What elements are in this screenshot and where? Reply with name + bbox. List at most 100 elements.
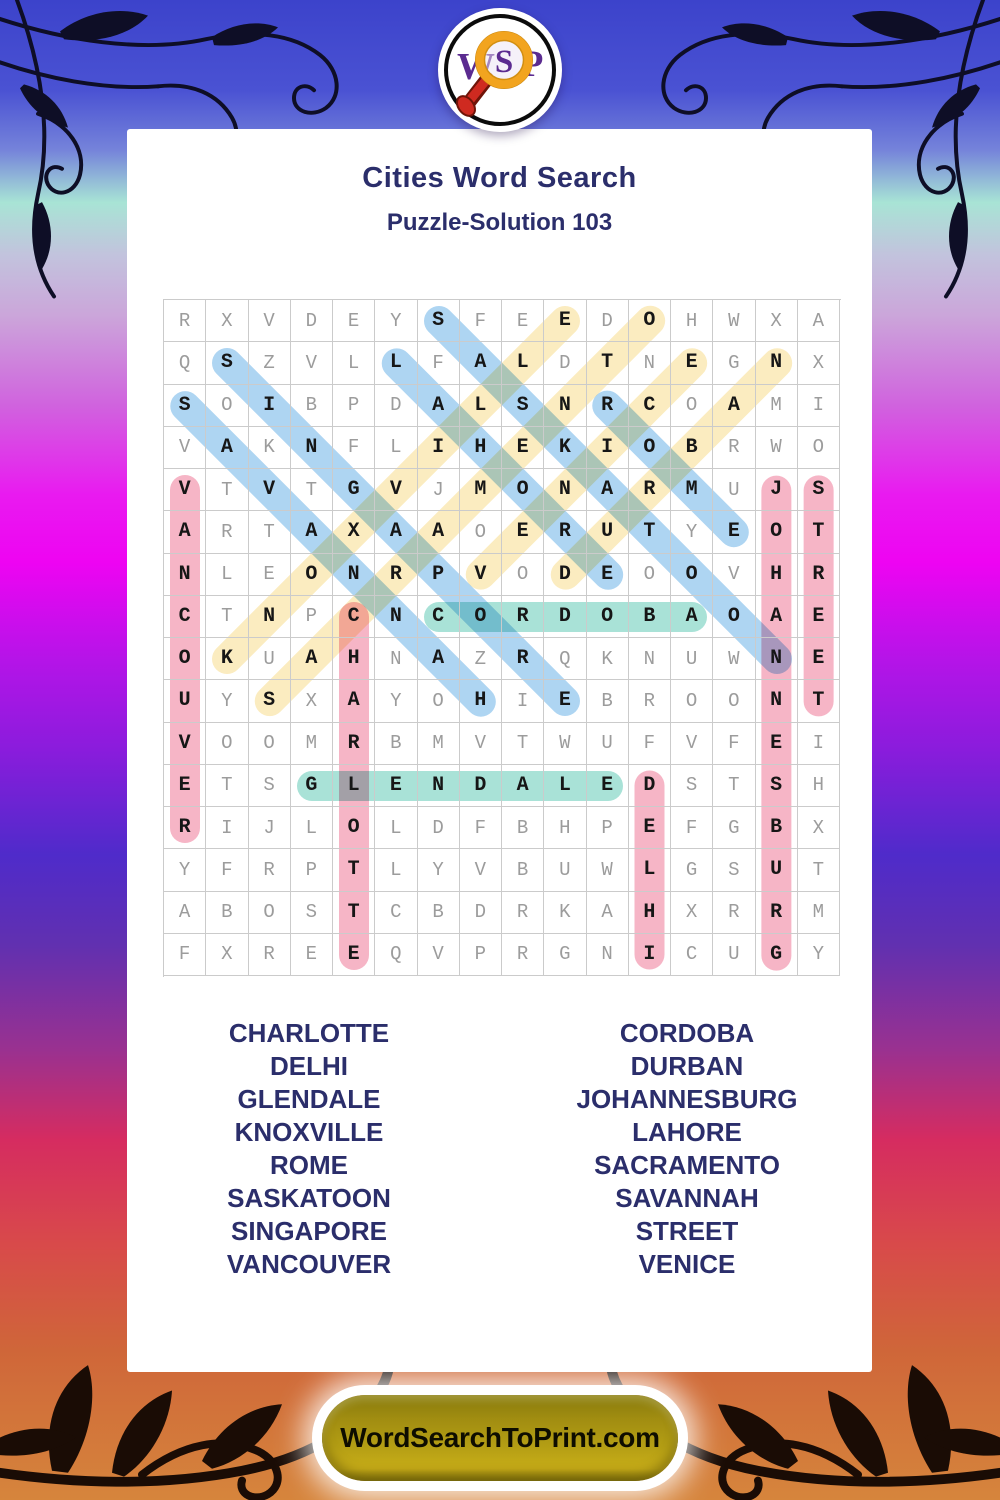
word-list-item: GLENDALE: [237, 1084, 381, 1114]
grid-cell: S: [417, 300, 460, 343]
grid-cell: G: [671, 849, 714, 892]
grid-cell: L: [206, 553, 249, 596]
grid-cell: E: [290, 933, 333, 976]
word-list-item: JOHANNESBURG: [576, 1084, 798, 1114]
grid-cell: B: [502, 849, 545, 892]
grid-cell: R: [502, 638, 545, 681]
flourish-ornament-top-left: [0, 0, 339, 299]
grid-cell: V: [459, 849, 502, 892]
grid-cell: R: [544, 511, 587, 554]
grid-cell: R: [628, 680, 671, 723]
word-list-item: SACRAMENTO: [594, 1150, 780, 1180]
grid-cell: P: [586, 807, 629, 850]
grid-cell: X: [290, 680, 333, 723]
site-link-button[interactable]: WordSearchToPrint.com: [322, 1395, 678, 1481]
grid-cell: N: [333, 553, 376, 596]
grid-cell: N: [290, 426, 333, 469]
grid-cell: Y: [206, 680, 249, 723]
word-list-item: STREET: [635, 1216, 739, 1246]
grid-cell: E: [797, 595, 840, 638]
grid-cell: S: [290, 891, 333, 934]
grid-cell: E: [502, 426, 545, 469]
grid-cell: P: [290, 595, 333, 638]
grid-cell: N: [544, 384, 587, 427]
grid-cell: D: [544, 595, 587, 638]
grid-cell: L: [290, 807, 333, 850]
grid-cell: V: [459, 722, 502, 765]
grid-cell: G: [713, 342, 756, 385]
grid-cell: A: [206, 426, 249, 469]
grid-cell: Z: [248, 342, 291, 385]
grid-cell: E: [333, 933, 376, 976]
grid-cell: J: [755, 469, 798, 512]
grid-cell: E: [586, 553, 629, 596]
grid-cell: F: [417, 342, 460, 385]
word-list-right: CORDOBA DURBAN JOHANNESBURG LAHORE SACRAMENT…: [507, 1017, 867, 1281]
grid-cell: F: [333, 426, 376, 469]
grid-cell: F: [671, 807, 714, 850]
grid-cell: L: [375, 342, 418, 385]
grid-cell: T: [206, 469, 249, 512]
grid-cell: S: [797, 469, 840, 512]
grid-cell: X: [206, 300, 249, 343]
grid-cell: R: [713, 426, 756, 469]
grid-cell: O: [628, 300, 671, 343]
grid-cell: S: [164, 384, 207, 427]
grid-cell: B: [755, 807, 798, 850]
grid-cell: E: [586, 764, 629, 807]
grid-cell: K: [544, 891, 587, 934]
word-list-item: VENICE: [638, 1249, 736, 1279]
grid-cell: E: [755, 722, 798, 765]
grid-cell: A: [290, 511, 333, 554]
grid-cell: H: [755, 553, 798, 596]
grid-cell: E: [502, 300, 545, 343]
grid-cell: O: [290, 553, 333, 596]
grid-cell: Q: [544, 638, 587, 681]
grid-cell: A: [586, 891, 629, 934]
grid-cell: O: [671, 553, 714, 596]
grid-cell: M: [290, 722, 333, 765]
grid-cell: T: [502, 722, 545, 765]
grid-cell: R: [248, 849, 291, 892]
grid-cell: M: [797, 891, 840, 934]
grid-cell: U: [586, 722, 629, 765]
grid-cell: I: [797, 722, 840, 765]
grid-cell: B: [417, 891, 460, 934]
grid-cell: N: [755, 342, 798, 385]
grid-cell: L: [502, 342, 545, 385]
grid-cell: P: [459, 933, 502, 976]
word-list-item: ROME: [270, 1150, 348, 1180]
grid-cell: E: [375, 764, 418, 807]
grid-cell: N: [375, 595, 418, 638]
grid-cell: A: [417, 638, 460, 681]
grid-cell: A: [755, 595, 798, 638]
grid-cell: D: [544, 553, 587, 596]
grid-cell: O: [459, 595, 502, 638]
grid-cell: T: [206, 595, 249, 638]
grid-cell: O: [417, 680, 460, 723]
grid-cell: L: [333, 342, 376, 385]
grid-cell: W: [544, 722, 587, 765]
grid-cell: R: [797, 553, 840, 596]
grid-cell: L: [375, 807, 418, 850]
grid-cell: B: [671, 426, 714, 469]
grid-cell: F: [628, 722, 671, 765]
grid-cell: L: [333, 764, 376, 807]
word-list-left: CHARLOTTE DELHI GLENDALE KNOXVILLE ROME SASKA…: [129, 1017, 489, 1281]
grid-cell: Y: [375, 680, 418, 723]
word-list-item: DURBAN: [630, 1051, 744, 1081]
grid-cell: A: [164, 511, 207, 554]
logo-letter-s: S: [495, 44, 513, 80]
grid-cell: R: [164, 300, 207, 343]
grid-cell: X: [671, 891, 714, 934]
grid-cell: E: [628, 807, 671, 850]
grid-cell: V: [164, 426, 207, 469]
solution-highlights: [163, 299, 840, 976]
grid-cell: V: [375, 469, 418, 512]
word-list-item: KNOXVILLE: [234, 1117, 384, 1147]
grid-cell: G: [755, 933, 798, 976]
grid-cell: Y: [797, 933, 840, 976]
logo-ring: [444, 14, 556, 126]
grid-cell: V: [290, 342, 333, 385]
